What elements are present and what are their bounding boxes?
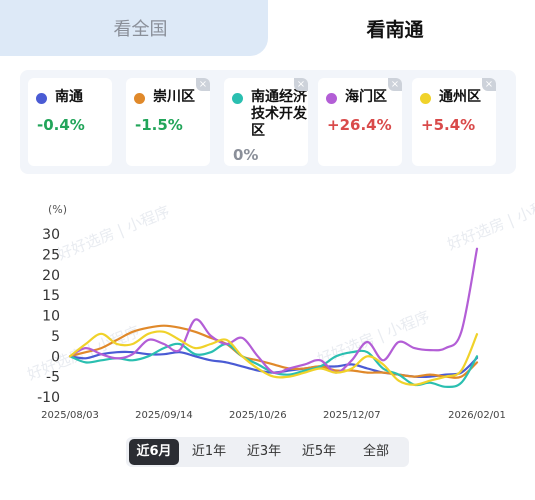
x-tick-label: 2026/02/01 [448,410,506,421]
region-name: 通州区 [439,89,481,105]
region-name: 南通 [55,89,83,105]
series-color-dot [36,93,47,104]
watermark-text: 好好选房 | 小程序 [445,192,535,253]
x-tick-label: 2025/10/26 [229,410,287,421]
y-tick-label: 10 [42,309,60,325]
region-card[interactable]: 崇川区 -1.5% × [126,78,210,166]
x-tick-label: 2025/12/07 [323,410,381,421]
series-line [68,324,479,379]
range-button[interactable]: 近3年 [246,444,282,459]
region-card-header: 南通 [36,89,113,106]
y-tick-label: 30 [42,227,60,243]
range-button[interactable]: 近5年 [301,444,337,459]
range-button[interactable]: 近6月 [129,439,179,465]
series-line [68,330,479,386]
time-range-selector: 近6月 近1年 近3年 近5年 全部 [126,437,409,467]
region-name: 海门区 [345,89,387,105]
remove-region-icon[interactable]: × [196,78,210,91]
y-tick-label: -5 [46,370,60,386]
region-card[interactable]: 南通经济技术开发区 0% × [224,78,308,166]
region-card[interactable]: 海门区 +26.4% × [318,78,402,166]
remove-region-icon[interactable]: × [294,78,308,91]
y-tick-label: 5 [51,329,60,345]
tab-bar: 看全国 看南通 [0,0,535,56]
region-card-header: 通州区 [420,89,497,106]
x-tick-label: 2025/08/03 [41,410,99,421]
region-change-value: +26.4% [327,116,392,134]
region-name: 崇川区 [153,89,195,105]
series-line [68,247,479,375]
y-axis-unit-label: (%) [48,203,67,216]
tab-national[interactable]: 看全国 [13,0,268,56]
tab-edge [0,0,13,56]
y-tick-label: 15 [42,288,60,304]
range-button[interactable]: 全部 [362,444,389,459]
remove-region-icon[interactable]: × [388,78,402,91]
y-tick-label: 0 [51,349,60,365]
watermark-text: 好好选房 | 小程序 [55,202,173,263]
region-change-value: -0.4% [37,116,85,134]
y-tick-label: 25 [42,247,60,263]
region-card[interactable]: 南通 -0.4% [28,78,112,166]
series-color-dot [232,93,243,104]
region-change-value: -1.5% [135,116,183,134]
region-name: 南通经济技术开发区 [251,89,307,139]
region-card-header: 海门区 [326,89,403,106]
x-tick-label: 2025/09/14 [135,410,193,421]
region-card-list: 南通 -0.4% 崇川区 -1.5% × 南通经济技术开发区 0% × 海门区 +26.4% × 通州… [20,70,516,174]
range-button[interactable]: 近1年 [191,444,227,459]
region-card-header: 南通经济技术开发区 [232,89,309,140]
region-card-header: 崇川区 [134,89,211,106]
y-tick-label: -10 [37,390,60,406]
region-change-value: 0% [233,146,259,164]
series-color-dot [134,93,145,104]
tab-nantong[interactable]: 看南通 [366,18,424,41]
region-card[interactable]: 通州区 +5.4% × [412,78,496,166]
region-change-value: +5.4% [421,116,476,134]
remove-region-icon[interactable]: × [482,78,496,91]
y-tick-label: 20 [42,268,60,284]
series-color-dot [420,93,431,104]
series-color-dot [326,93,337,104]
